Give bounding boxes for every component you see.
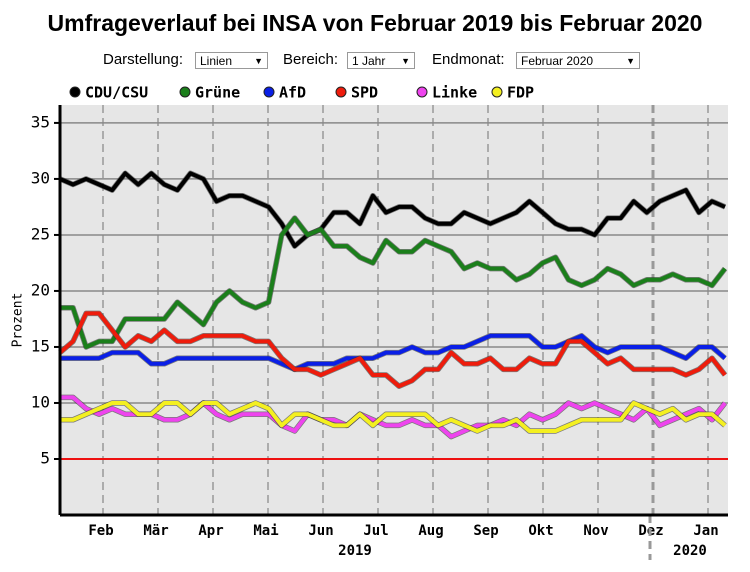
x-tick-label: Feb [88,523,113,539]
control-label: Darstellung: [103,51,184,68]
select[interactable]: 1 Jahr ▼ [347,52,415,69]
x-tick-label: Jun [308,523,333,539]
x-tick-label: Mär [143,523,168,539]
y-axis-label: Prozent [11,293,26,348]
control-label: Endmonat: [432,51,505,68]
x-tick-label: Aug [418,523,443,539]
legend-marker [179,86,191,98]
select-value: Linien [200,54,233,68]
x-tick-label: Sep [473,523,498,539]
legend-marker [491,86,503,98]
legend-marker [263,86,275,98]
legend-marker [416,86,428,98]
y-tick-label: 25 [31,224,50,243]
y-tick-label: 30 [31,168,50,187]
year-label: 2019 [338,543,372,559]
select[interactable]: Linien ▼ [195,52,268,69]
y-tick-label: 5 [40,448,50,467]
select-arrow: ▼ [401,56,410,66]
y-tick-label: 20 [31,280,50,299]
series-line [59,171,726,249]
page-title: Umfrageverlauf bei INSA von Februar 2019… [47,10,703,36]
plot-background [60,105,728,515]
select-value: 1 Jahr [352,54,386,68]
legend-label: FDP [507,84,534,102]
y-tick-label: 35 [31,112,50,131]
legend-marker [335,86,347,98]
x-tick-label: Apr [198,523,223,539]
legend-label: AfD [279,84,306,102]
control-label: Bereich: [283,51,339,68]
select-arrow: ▼ [626,56,635,66]
year-label: 2020 [673,543,707,559]
select-arrow: ▼ [254,56,263,66]
legend-label: Grüne [195,84,240,102]
series-line [60,395,727,439]
x-tick-label: Nov [583,523,608,539]
legend-label: CDU/CSU [85,84,148,102]
legend-label: Linke [432,84,477,102]
x-tick-label: Jan [693,523,718,539]
legend-marker [69,86,81,98]
x-tick-label: Mai [253,523,278,539]
x-tick-label: Jul [363,523,388,539]
legend-label: SPD [351,84,378,102]
series-line [60,333,727,372]
series-line [60,216,727,349]
series-line [60,401,727,433]
select-value: Februar 2020 [521,54,594,68]
series-line [58,311,727,389]
x-tick-label: Okt [528,523,553,539]
y-tick-label: 10 [31,392,50,411]
y-tick-label: 15 [31,336,50,355]
select[interactable]: Februar 2020 ▼ [516,52,640,69]
